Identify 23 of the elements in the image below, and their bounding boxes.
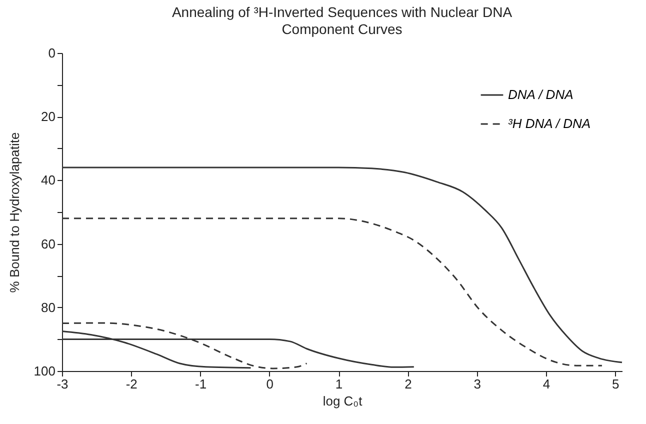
y-tick-label: 20 — [41, 109, 56, 124]
y-tick-label: 60 — [41, 236, 56, 252]
legend-label: ³H DNA / DNA — [508, 116, 591, 131]
legend-label: DNA / DNA — [508, 87, 574, 102]
x-tick-label: -1 — [194, 376, 207, 392]
y-tick-label: 0 — [48, 46, 56, 60]
chart-title: Annealing of ³H-Inverted Sequences with Nuclear DNA — [172, 4, 513, 20]
line-series — [61, 218, 603, 366]
x-tick-label: -3 — [56, 376, 68, 392]
y-axis-title: % Bound to Hydroxylapatite — [6, 132, 22, 293]
y-tick-label: 80 — [41, 300, 56, 315]
x-tick-label: 3 — [474, 376, 481, 392]
line-series — [61, 166, 623, 364]
x-tick-label: 0 — [266, 376, 274, 392]
x-tick-label: 1 — [335, 376, 343, 392]
x-tick-label: 2 — [404, 376, 412, 392]
x-tick-label: -2 — [126, 376, 138, 392]
y-tick-label: 40 — [41, 172, 56, 188]
x-axis-title: log C₀t — [322, 394, 363, 408]
x-tick-label: 4 — [542, 376, 550, 392]
y-tick-label: 100 — [34, 364, 56, 378]
x-tick-label: 5 — [612, 376, 620, 392]
chart-subtitle: Component Curves — [282, 21, 402, 37]
